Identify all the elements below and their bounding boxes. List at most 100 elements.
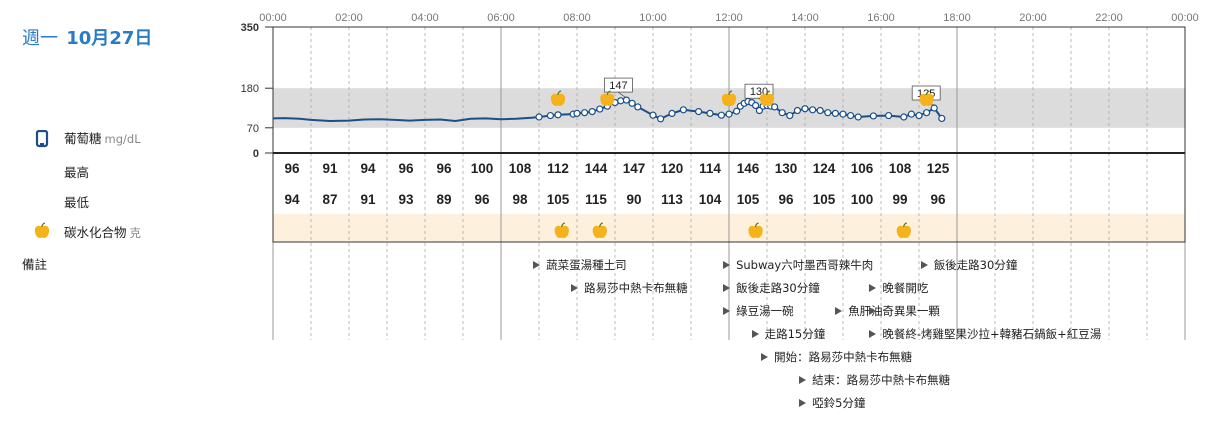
glucose-point [869,112,878,120]
hourly-max-value: 96 [284,161,300,176]
glucose-point [725,110,733,118]
glucose-point [554,111,562,119]
apple-stem [754,222,759,228]
apple-body [721,93,737,106]
glucose-label: 葡萄糖 [64,131,102,146]
y-tick-label: 180 [241,83,259,95]
note-item: 蔬菜蛋湯種土司 [533,258,627,272]
apple-body [759,93,775,106]
glucose-point [839,110,847,118]
x-tick-label: 10:00 [639,12,667,24]
note-marker-icon [761,353,769,361]
x-tick-label: 02:00 [335,12,363,24]
note-marker-icon [723,307,731,315]
glucose-point [778,109,786,117]
note-marker-icon [799,376,807,384]
note-item: Subway六吋墨西哥辣牛肉 [723,258,873,272]
apple-stem [599,222,603,228]
peak-annotation: 147 [604,77,633,99]
y-tick-label: 350 [241,22,259,34]
glucose-unit: mg/dL [104,132,141,146]
glucose-point [770,103,779,111]
hourly-min-value: 96 [778,192,794,207]
note-item: 結束：路易莎中熱卡布無糖 [799,373,950,387]
note-item: 飯後走路30分鐘 [920,258,1017,272]
y-tick-label: 70 [247,123,259,135]
x-tick-label: 22:00 [1095,12,1123,24]
glucose-point [793,106,802,115]
hourly-max-value: 100 [471,161,494,176]
carbs-unit: 克 [129,226,142,240]
glucose-point [546,111,555,120]
glucose-point [884,111,893,120]
note-text: 開始：路易莎中熱卡布無糖 [774,350,913,364]
glucose-point [679,106,688,114]
weekday-label: 週一 [22,28,58,49]
x-tick-label: 06:00 [487,12,515,24]
glucose-point [907,110,916,118]
hourly-max-value: 94 [360,161,376,176]
x-tick-label: 08:00 [563,12,591,24]
note-marker-icon [835,307,843,315]
hourly-min-value: 105 [547,192,570,207]
note-marker-icon [869,284,877,292]
cgm-device-icon [35,130,49,148]
y-tick-label: 0 [253,148,259,160]
glucose-point [622,96,631,104]
hourly-max-value: 114 [699,161,721,176]
apple-body [919,93,934,106]
hourly-min-value: 94 [284,192,300,207]
glucose-line [272,99,943,123]
legend-min: 最低 [64,195,90,210]
annotation-value: 147 [609,80,627,92]
glucose-point [816,106,824,115]
glucose-point [751,101,760,110]
apple-icon [721,90,737,106]
note-text: 啞鈴5分鐘 [812,396,866,410]
apple-stem [557,90,562,96]
apple-icon [748,222,763,238]
glucose-point [854,113,862,121]
x-tick-label: 16:00 [867,12,895,24]
apple-body [554,225,569,238]
apple-body [550,93,566,106]
note-marker-icon [799,399,807,407]
hourly-min-value: 96 [930,192,946,207]
notes-label: 備註 [22,257,48,272]
hourly-min-value: 105 [813,192,836,207]
table-frame [272,152,1186,243]
note-item: 開始：路易莎中熱卡布無糖 [761,350,912,364]
note-item: 晚餐開吃 [869,281,928,295]
x-tick-label: 12:00 [715,12,743,24]
hourly-max-value: 147 [623,161,646,176]
hourly-max-value: 120 [661,161,684,176]
note-item: 走路15分鐘 [751,327,825,341]
note-text: 結束：路易莎中熱卡布無糖 [812,373,951,387]
note-marker-icon [869,307,877,315]
x-tick-label: 00:00 [259,12,287,24]
apple-stem [766,90,771,96]
glucose-point [617,97,625,105]
glucose-point [786,111,794,120]
glucose-point [706,109,714,118]
glucose-point [831,109,840,118]
apple-icon [600,90,615,106]
hourly-max-value: 96 [436,161,452,176]
hourly-max-value: 144 [585,161,608,176]
legend-max: 最高 [64,165,90,180]
note-text: Subway六吋墨西哥辣牛肉 [736,258,874,272]
hourly-min-value: 113 [661,192,683,207]
glucose-point [930,104,938,112]
glucose-point [573,109,581,118]
note-item: 奇異果一顆 [869,304,940,318]
note-item: 路易莎中熱卡布無糖 [571,281,688,295]
glucose-point [535,113,543,121]
note-text: 綠豆湯一碗 [736,304,794,318]
note-marker-icon [533,261,541,269]
note-text: 蔬菜蛋湯種土司 [546,258,627,272]
apple-body [592,225,607,238]
glucose-point [668,109,676,118]
note-text: 晚餐開吃 [882,281,929,295]
note-marker-icon [920,261,928,269]
